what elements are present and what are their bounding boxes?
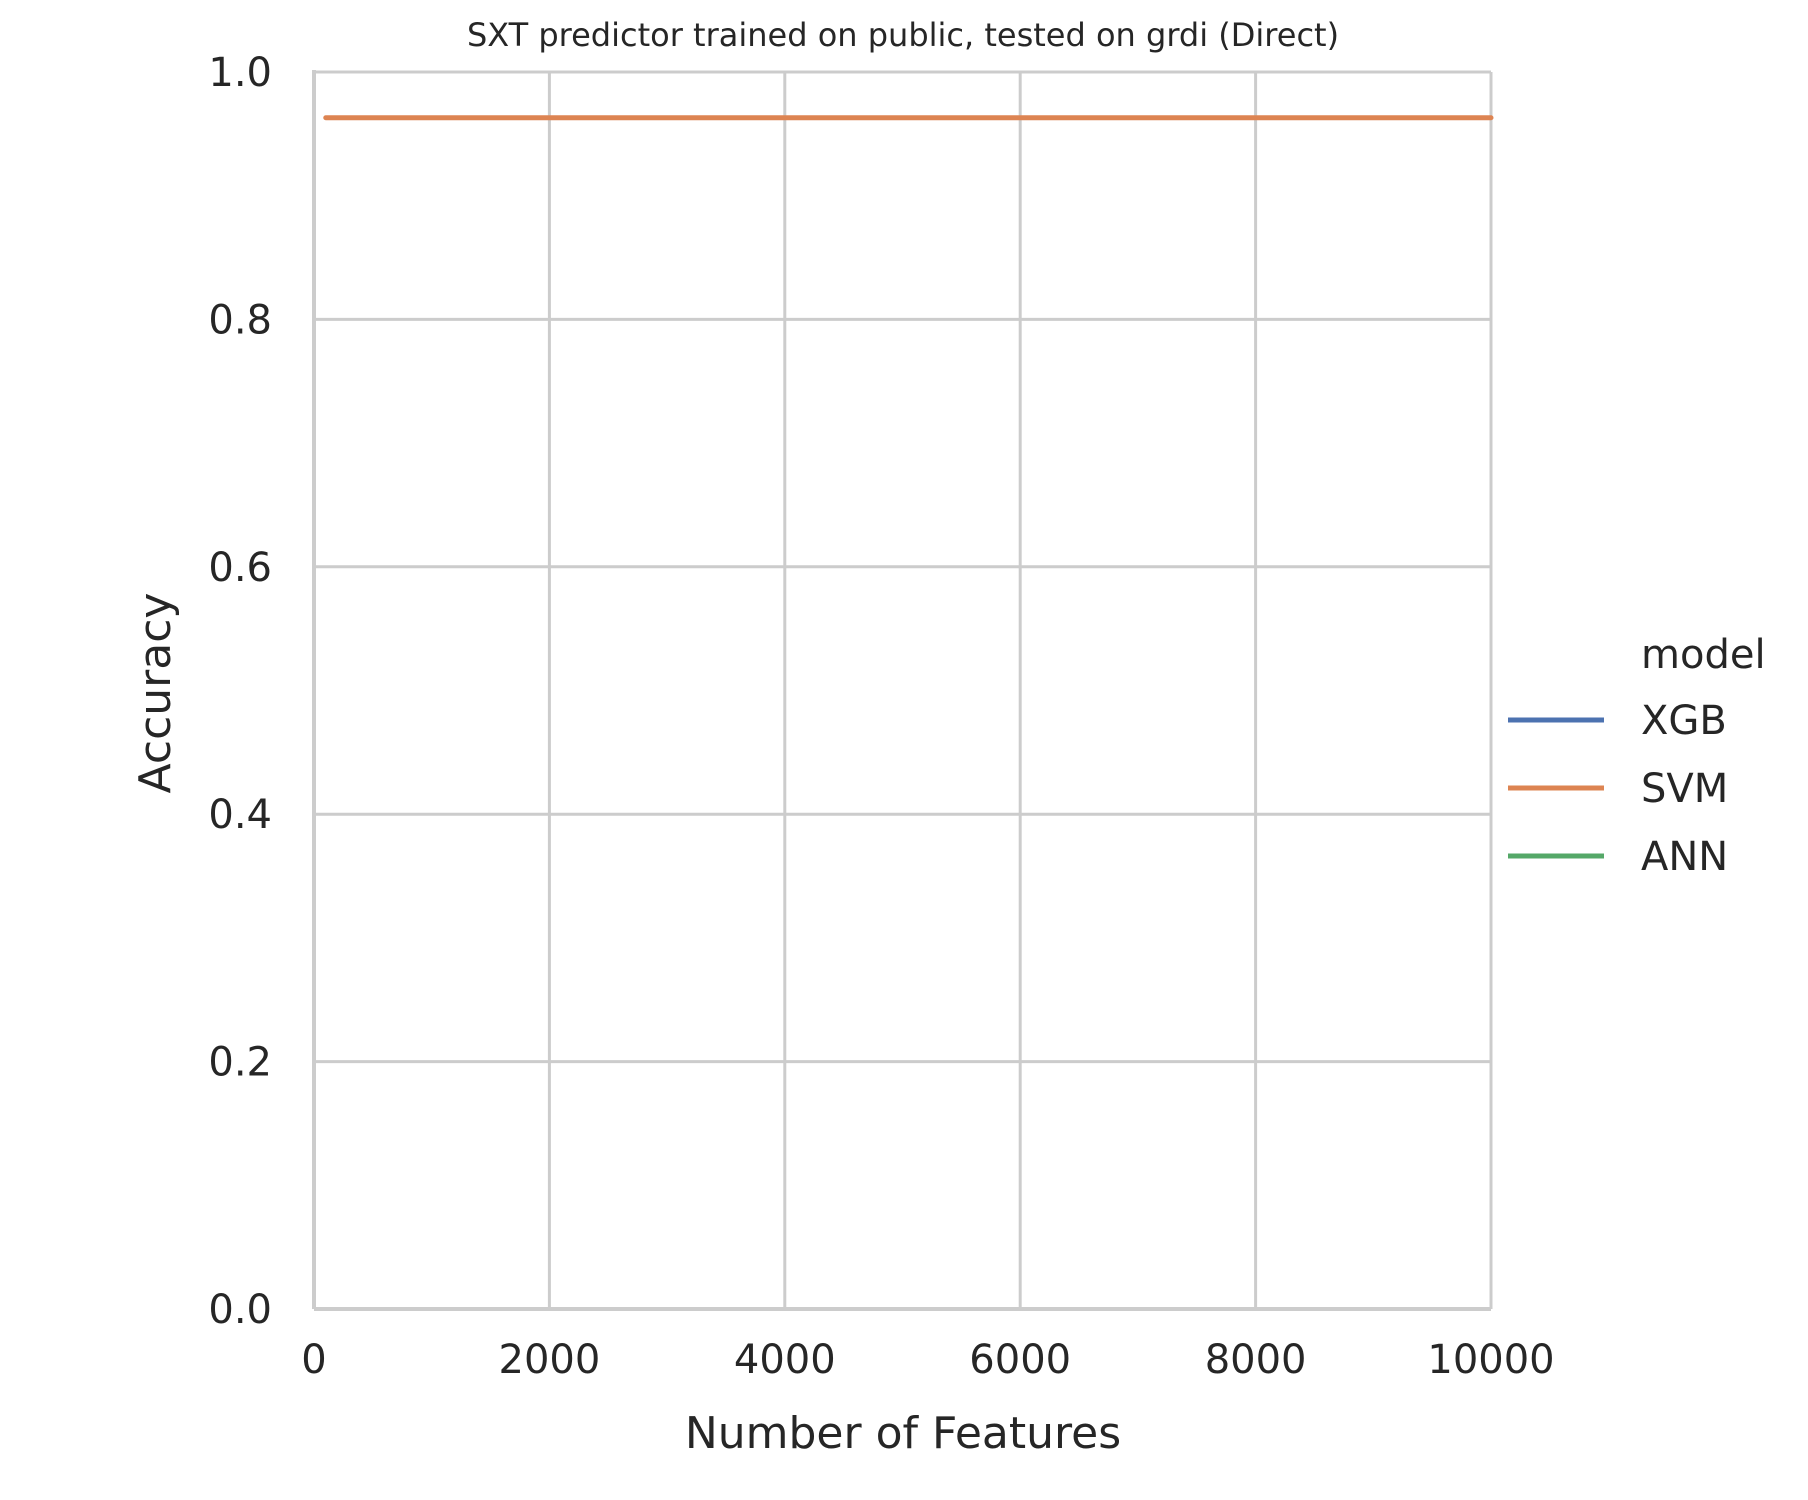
y-axis-ticks: 0.0 0.2 0.4 0.6 0.8 1.0	[208, 50, 272, 1333]
x-axis-ticks: 0 2000 4000 6000 8000 10000	[301, 1337, 1554, 1383]
plot-frame	[312, 70, 1492, 1311]
y-tick-label: 1.0	[208, 50, 272, 96]
y-tick-label: 0.2	[208, 1040, 272, 1086]
x-tick-label: 0	[301, 1337, 326, 1383]
chart-title: SXT predictor trained on public, tested …	[467, 16, 1339, 54]
legend-label-ann: ANN	[1641, 834, 1728, 880]
legend-title: model	[1641, 632, 1766, 678]
x-tick-label: 2000	[499, 1337, 601, 1383]
x-tick-label: 4000	[734, 1337, 836, 1383]
legend: model XGB SVM ANN	[1508, 632, 1766, 880]
grid	[312, 70, 1493, 1311]
y-tick-label: 0.0	[208, 1287, 272, 1333]
y-tick-label: 0.6	[208, 545, 272, 591]
x-tick-label: 10000	[1427, 1337, 1554, 1383]
y-tick-label: 0.4	[208, 792, 272, 838]
x-tick-label: 6000	[969, 1337, 1071, 1383]
legend-label-xgb: XGB	[1641, 698, 1727, 744]
y-axis-label: Accuracy	[130, 593, 181, 794]
x-tick-label: 8000	[1205, 1337, 1307, 1383]
y-tick-label: 0.8	[208, 297, 272, 343]
x-axis-label: Number of Features	[685, 1408, 1121, 1459]
legend-label-svm: SVM	[1641, 766, 1728, 812]
